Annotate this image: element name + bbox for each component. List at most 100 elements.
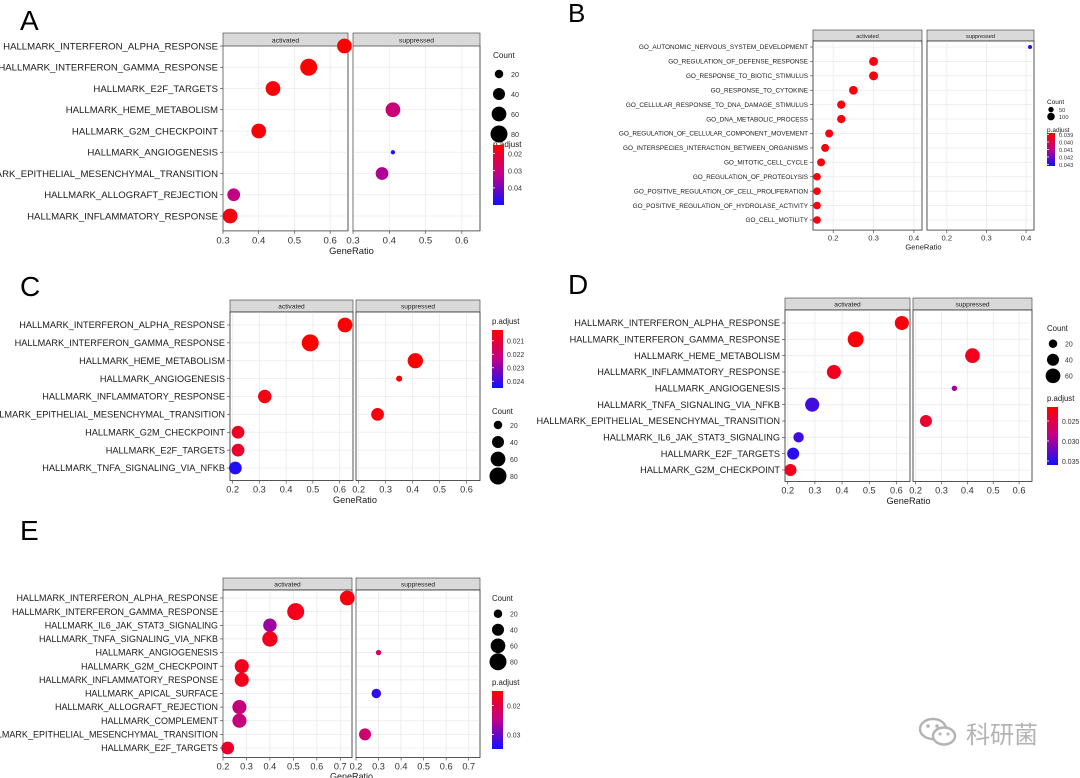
count-legend-title: Count [1047,324,1069,333]
data-point [227,188,241,202]
data-point [232,713,247,728]
y-tick-label: GO_AUTONOMIC_NERVOUS_SYSTEM_DEVELOPMENT [639,44,808,51]
facet-border [355,589,481,758]
y-tick-label: HALLMARK_INTERFERON_ALPHA_RESPONSE [3,41,218,52]
y-tick-label: GO_REGULATION_OF_DEFENSE_RESPONSE [668,59,808,66]
x-tick-label: 0.7 [462,762,475,772]
count-legend-label: 20 [1065,342,1073,349]
data-point [837,114,846,124]
facet-suppressed: suppressed 0.2 0.3 0.4 0.5 0.6 0.7 [350,577,481,772]
y-tick-label: HALLMARK_EPITHELIAL_MESENCHYMAL_TRANSITI… [0,730,218,740]
y-tick-label: HALLMARK_IL6_JAK_STAT3_SIGNALING [603,433,780,443]
count-legend-label: 60 [510,457,518,464]
x-tick-label: 0.5 [287,762,300,772]
data-point [813,216,821,224]
padjust-legend-label: 0.023 [507,366,524,373]
count-legend-dot [493,609,503,619]
data-point [407,353,423,369]
count-legend-label: 40 [510,628,518,635]
count-legend-label: 50 [1059,108,1065,114]
count-legend-dot [1048,339,1058,349]
y-tick-label: HALLMARK_E2F_TARGETS [101,743,218,753]
data-point [300,58,318,76]
x-tick-label: 0.2 [781,486,794,496]
y-tick-label: GO_POSITIVE_REGULATION_OF_HYDROLASE_ACTI… [633,203,809,210]
y-tick-label: HALLMARK_E2F_TARGETS [93,84,218,95]
x-tick-label: 0.4 [961,486,974,496]
data-point [375,649,382,656]
facet-border [784,309,911,482]
count-legend-dot [491,623,505,636]
y-tick-label: HALLMARK_ANGIOGENESIS [87,148,218,159]
padjust-legend-label: 0.025 [1062,419,1079,426]
count-legend-dot [489,653,507,671]
padjust-legend-label: 0.03 [508,167,522,176]
facet-suppressed: suppressed 0.2 0.3 0.4 0.5 0.6 [352,299,481,495]
facet-panel [926,40,1035,231]
x-tick-label: 0.7 [334,762,347,772]
padjust-legend-label: 0.035 [1062,459,1079,466]
facet-suppressed: suppressed 0.2 0.3 0.4 0.5 0.6 [909,297,1033,496]
count-legend-title: Count [492,594,514,603]
x-tick-label: 0.6 [455,235,468,246]
padjust-legend-title: p.adjust [1047,127,1070,134]
data-point [371,688,382,699]
padjust-colorbar [493,145,504,205]
data-point [265,81,281,96]
data-point [396,375,403,382]
data-point [817,158,826,167]
data-point [287,603,305,621]
x-tick-label: 0.2 [350,762,363,772]
facet-border [222,589,353,758]
count-legend-label: 40 [1065,358,1073,365]
y-tick-label: GO_CELL_MOTILITY [745,217,808,224]
y-tick-label: HALLMARK_INTERFERON_GAMMA_RESPONSE [15,338,225,348]
x-tick-label: 0.4 [252,235,266,246]
x-tick-label: 0.3 [379,485,392,495]
x-tick-label: 0.5 [433,485,446,495]
padjust-legend-title: p.adjust [1047,394,1075,403]
data-point [784,463,797,477]
padjust-legend-label: 0.041 [1059,148,1073,154]
facet-strip-label: activated [274,582,301,589]
y-tick-label: HALLMARK_ANGIOGENESIS [655,384,780,394]
data-point [894,315,909,331]
facet-strip-label: activated [834,302,861,309]
x-tick-label: 0.4 [383,235,397,246]
count-legend-dot [489,467,507,485]
x-tick-label: 0.2 [352,485,365,495]
y-tick-label: HALLMARK_ALLOGRAFT_REJECTION [44,190,218,201]
x-tick-label: 0.6 [333,485,346,495]
facet-strip-label: suppressed [966,34,995,40]
facet-activated: activated 0.2 0.3 0.4 0.5 0.6 [226,299,354,495]
panel-letter: B [568,0,585,28]
panel-letter: D [568,269,588,300]
count-legend: Count 20 40 60 80 [490,51,519,143]
facet-strip-label: activated [278,304,305,311]
y-tick-label: GO_MITOTIC_CELL_CYCLE [724,160,808,167]
facet-activated: activated 0.2 0.3 0.4 [812,29,923,243]
data-point [787,447,800,460]
x-axis-title: GeneRatio [905,242,941,251]
data-point [821,143,830,152]
facet-strip-label: activated [272,37,299,44]
count-legend: Count 20 40 60 [1045,324,1073,384]
data-point [813,201,821,210]
x-tick-label: 0.3 [935,486,948,496]
x-tick-label: 0.6 [460,485,473,495]
data-point [301,334,319,352]
y-tick-label: HALLMARK_ANGIOGENESIS [100,374,225,384]
y-tick-label: HALLMARK_EPITHELIAL_MESENCHYMAL_TRANSITI… [536,416,780,426]
y-tick-label: HALLMARK_TNFA_SIGNALING_VIA_NFKB [597,400,780,410]
y-tick-label: HALLMARK_INFLAMMATORY_RESPONSE [27,211,218,222]
y-tick-label: HALLMARK_HEME_METABOLISM [79,356,225,366]
x-tick-label: 0.3 [346,235,359,246]
data-point [825,129,834,138]
data-point [234,672,249,687]
data-point [375,167,389,180]
count-legend-label: 80 [510,474,518,481]
facet-border [355,311,481,481]
